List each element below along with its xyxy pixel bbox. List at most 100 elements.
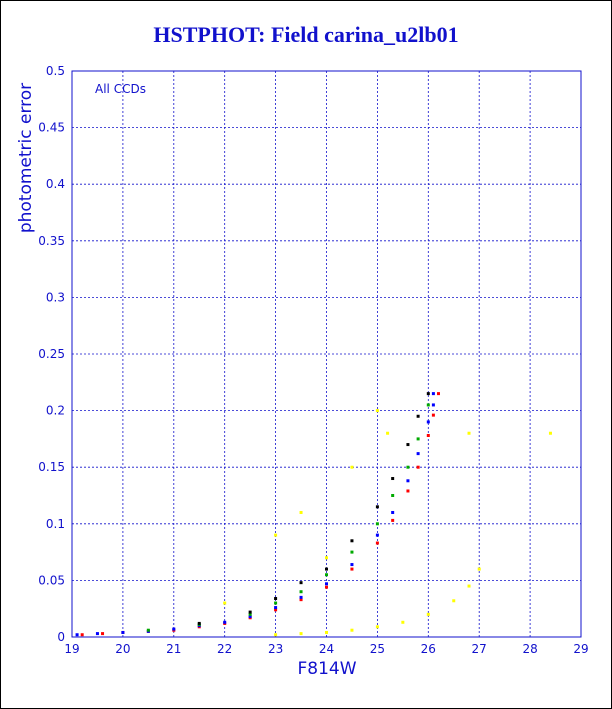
x-tick-label: 24: [319, 642, 334, 656]
data-point: [95, 632, 99, 636]
data-point: [406, 465, 410, 469]
data-point: [299, 581, 303, 585]
data-point: [350, 628, 354, 632]
data-point: [375, 541, 379, 545]
data-point: [274, 533, 278, 537]
data-point: [426, 434, 430, 438]
data-point: [223, 601, 227, 605]
data-point: [75, 633, 79, 637]
data-point: [431, 392, 435, 396]
data-point: [477, 567, 481, 571]
data-point: [80, 633, 84, 637]
data-point: [299, 590, 303, 594]
data-point: [426, 403, 430, 407]
data-point: [223, 620, 227, 624]
y-tick-label: 0.05: [38, 573, 65, 587]
data-point: [325, 567, 328, 571]
data-point: [436, 392, 440, 396]
x-tick-label: 29: [573, 642, 588, 656]
x-tick-label: 25: [370, 642, 385, 656]
data-point: [325, 585, 328, 589]
chart-title: HSTPHOT: Field carina_u2lb01: [153, 22, 459, 47]
data-point: [426, 392, 430, 396]
data-point: [274, 597, 278, 601]
data-point: [325, 582, 328, 586]
data-point: [299, 510, 303, 514]
data-point: [416, 414, 420, 418]
data-point: [548, 431, 552, 435]
data-point: [391, 510, 395, 514]
data-point: [274, 608, 278, 612]
data-point: [350, 539, 354, 543]
y-tick-label: 0.5: [46, 64, 65, 78]
data-point: [406, 479, 410, 483]
data-point: [401, 620, 405, 624]
data-point: [391, 494, 395, 497]
data-point: [426, 420, 430, 424]
data-point: [375, 409, 379, 413]
data-point: [197, 621, 201, 625]
data-point: [386, 431, 390, 435]
data-point: [416, 437, 420, 441]
data-point: [375, 522, 379, 526]
data-point: [350, 550, 354, 554]
data-point: [416, 465, 420, 469]
x-tick-label: 20: [115, 642, 130, 656]
data-point: [101, 632, 105, 636]
data-point: [452, 599, 456, 603]
x-tick-label: 23: [268, 642, 283, 656]
data-point: [299, 595, 303, 599]
data-points: [75, 392, 552, 637]
y-tick-label: 0.15: [38, 460, 65, 474]
data-point: [274, 633, 278, 637]
data-point: [274, 601, 278, 605]
x-axis-label: F814W: [297, 659, 356, 679]
data-point: [467, 431, 471, 435]
x-tick-label: 27: [472, 642, 487, 656]
data-point: [248, 610, 252, 614]
annotation-all-ccds: All CCDs: [95, 82, 146, 96]
data-point: [350, 465, 354, 469]
data-point: [375, 505, 379, 509]
y-tick-label: 0.25: [38, 347, 65, 361]
data-point: [274, 606, 278, 610]
data-point: [146, 628, 150, 632]
data-point: [375, 533, 379, 537]
data-point: [391, 518, 395, 522]
x-tick-label: 21: [166, 642, 181, 656]
data-point: [299, 598, 303, 602]
y-tick-label: 0.45: [38, 121, 65, 135]
data-point: [467, 584, 471, 588]
data-point: [431, 403, 435, 407]
data-point: [325, 556, 328, 560]
y-tick-label: 0.4: [46, 177, 65, 191]
x-tick-label: 26: [421, 642, 436, 656]
y-tick-label: 0.35: [38, 234, 65, 248]
y-tick-label: 0.3: [46, 290, 65, 304]
data-point: [248, 615, 252, 619]
y-tick-label: 0.1: [46, 517, 65, 531]
y-tick-label: 0.2: [46, 404, 65, 418]
data-point: [121, 630, 125, 634]
tick-labels: 19 20 21 22 23 24 25 26 27 28 29 0 0.05 0.1 0.15 0.2 0.2…: [38, 64, 588, 656]
data-point: [299, 632, 303, 636]
y-tick-label: 0: [57, 630, 65, 644]
data-point: [172, 627, 176, 631]
data-point: [375, 625, 379, 629]
data-point: [431, 413, 435, 417]
x-tick-label: 19: [64, 642, 79, 656]
data-point: [391, 477, 395, 481]
data-point: [248, 612, 252, 616]
data-point: [325, 630, 328, 634]
x-tick-label: 22: [217, 642, 232, 656]
data-point: [350, 567, 354, 571]
data-point: [416, 452, 420, 456]
y-axis-label: photometric error: [16, 83, 36, 233]
grid-lines: [71, 70, 582, 638]
data-point: [350, 563, 354, 567]
x-tick-label: 28: [522, 642, 537, 656]
data-point: [406, 443, 410, 447]
data-point: [426, 612, 430, 616]
data-point: [325, 573, 328, 577]
